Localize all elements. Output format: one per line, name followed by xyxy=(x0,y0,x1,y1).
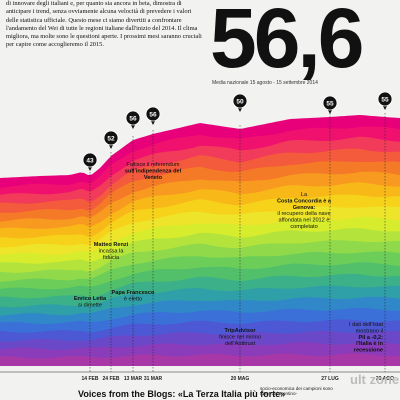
marker-value: 56 xyxy=(129,115,137,122)
marker-value: 50 xyxy=(236,98,244,105)
event-annotation: Fallisce il referendumsull'indipendenza … xyxy=(125,162,182,181)
annotation-text: Fallisce il referendum xyxy=(126,162,180,168)
annotation-text: si dimette xyxy=(78,302,102,308)
annotation-text: il recupero della nave affondata nel 2012… xyxy=(277,211,330,230)
average-subtitle: Media nazionale 15 agosto - 15 settembre… xyxy=(212,80,318,86)
event-marker-pin: 55 xyxy=(322,95,338,114)
x-tick-label: 31 MAR xyxy=(144,376,163,382)
annotation-headline: sull'indipendenza del Veneto xyxy=(125,168,182,180)
next-article-text: socio-economica dei campioni sono tutte:… xyxy=(260,386,333,397)
marker-value: 55 xyxy=(326,100,334,107)
event-marker-pin: 56 xyxy=(145,106,161,125)
annotation-headline: Costa Concordia è a Genova: xyxy=(277,198,332,210)
marker-value: 43 xyxy=(86,157,94,164)
annotation-text: incassa la fiducia xyxy=(99,248,125,260)
marker-value: 56 xyxy=(149,111,157,118)
annotation-text: è eletto xyxy=(124,296,142,302)
annotation-text: I dati dell'Istat mostrano il xyxy=(349,322,383,334)
event-gridlines xyxy=(89,113,386,372)
event-marker-pin: 50 xyxy=(232,93,248,112)
event-marker-pin: 55 xyxy=(377,91,393,110)
x-tick-label: 24 FEB xyxy=(103,376,120,382)
event-marker-pin: 56 xyxy=(125,110,141,129)
region-layer xyxy=(0,353,400,366)
x-tick-label: 20 MAG xyxy=(231,376,250,382)
x-tick-label: 27 LUG xyxy=(321,376,339,382)
marker-value: 52 xyxy=(107,135,115,142)
x-axis-ticks: 14 FEB 24 FEB 13 MAR 31 MAR 20 MAG 27 LUG 29 A… xyxy=(0,371,400,382)
event-markers: 43 52 56 56 50 55 55 xyxy=(82,91,393,171)
marker-value: 55 xyxy=(381,96,389,103)
event-marker-pin: 52 xyxy=(103,130,119,149)
next-article-title[interactable]: Voices from the Blogs: «La Terza Italia … xyxy=(78,389,286,399)
x-tick-label: 13 MAR xyxy=(124,376,143,382)
annotation-headline: Matteo Renzi xyxy=(94,242,129,248)
annotation-text: finisce nel mirino dell'Antitrust xyxy=(219,334,261,346)
intro-paragraph: di innovare degli italiani e, per quanto… xyxy=(6,0,202,49)
x-tick-label: 29 AGO xyxy=(376,376,394,382)
watermark-logo: ult zone xyxy=(350,372,400,387)
x-tick-label: 14 FEB xyxy=(82,376,99,382)
annotation-headline: Enrico Letta xyxy=(74,296,107,302)
annotation-headline: Pil a -0,2: l'Italia è in recessione xyxy=(354,335,384,354)
stacked-layers xyxy=(0,115,400,366)
annotation-headline: Papa Francesco xyxy=(112,290,155,296)
annotation-headline: TripAdvisor xyxy=(224,328,256,334)
event-marker-pin: 43 xyxy=(82,152,98,171)
national-average-value: 56,6 xyxy=(210,0,364,85)
annotation-text: La xyxy=(301,192,308,198)
